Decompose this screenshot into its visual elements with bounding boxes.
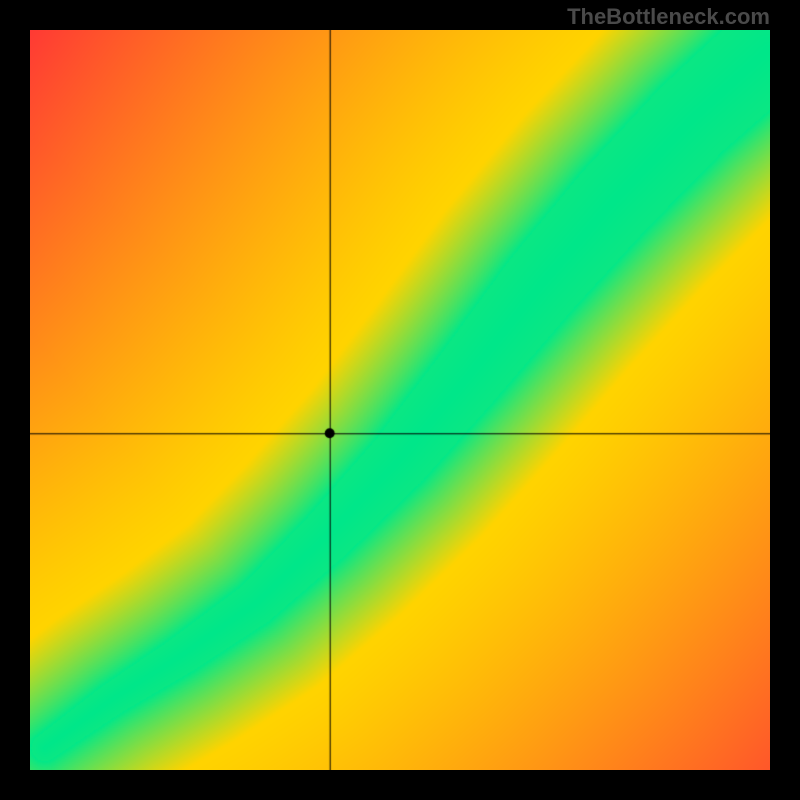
chart-container: TheBottleneck.com <box>0 0 800 800</box>
watermark-text: TheBottleneck.com <box>567 4 770 30</box>
heatmap-plot <box>30 30 770 770</box>
heatmap-canvas <box>30 30 770 770</box>
